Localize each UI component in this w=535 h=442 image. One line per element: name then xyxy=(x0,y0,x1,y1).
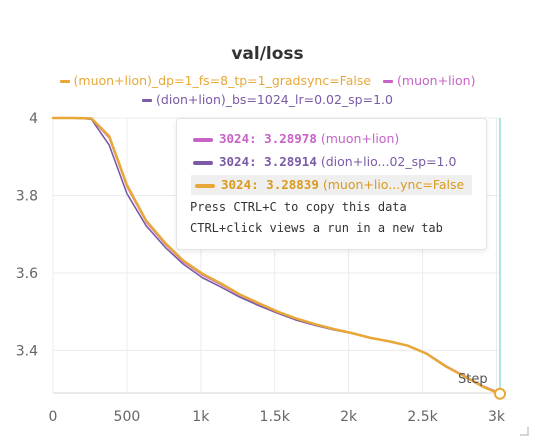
legend-item-muon-lion[interactable]: (muon+lion) xyxy=(383,73,475,88)
y-tick-label: 3.6 xyxy=(16,266,38,282)
resize-handle-icon xyxy=(520,427,528,435)
x-axis-label: Step xyxy=(458,372,488,387)
legend-swatch xyxy=(142,99,152,102)
hover-tooltip: 3024: 3.28978 (muon+lion) 3024: 3.28914 … xyxy=(176,118,487,250)
legend-label: (muon+lion)_dp=1_fs=8_tp=1_gradsync=Fals… xyxy=(74,73,372,88)
tooltip-copy-hint: Press CTRL+C to copy this data xyxy=(190,200,407,214)
tooltip-run-name: (muon+lio...ync=False xyxy=(323,177,464,192)
hover-point-marker xyxy=(495,389,505,399)
legend-item-dion-lion[interactable]: (dion+lion)_bs=1024_lr=0.02_sp=1.0 xyxy=(142,92,393,107)
x-tick-label: 3k xyxy=(488,409,506,425)
tooltip-swatch xyxy=(195,184,215,188)
tooltip-row: 3024: 3.28914 (dion+lio...02_sp=1.0 xyxy=(189,152,456,172)
tooltip-value: 3.28914 xyxy=(264,154,317,169)
tooltip-swatch xyxy=(193,138,213,142)
tooltip-row-highlighted: 3024: 3.28839 (muon+lio...ync=False xyxy=(191,175,472,195)
legend-row-2: (dion+lion)_bs=1024_lr=0.02_sp=1.0 xyxy=(0,92,535,107)
tooltip-value: 3.28839 xyxy=(266,177,319,192)
tooltip-swatch xyxy=(193,161,213,165)
legend-swatch xyxy=(383,80,393,83)
tooltip-step: 3024 xyxy=(221,177,251,192)
tooltip-run-name: (dion+lio...02_sp=1.0 xyxy=(321,154,457,169)
x-tick-label: 0 xyxy=(49,409,58,425)
y-tick-label: 3.8 xyxy=(16,188,38,204)
tooltip-value: 3.28978 xyxy=(264,131,317,146)
x-tick-label: 500 xyxy=(114,409,141,425)
x-tick-label: 2.5k xyxy=(407,409,438,425)
x-tick-label: 1.5k xyxy=(260,409,291,425)
tooltip-step: 3024 xyxy=(219,154,249,169)
y-tick-label: 3.4 xyxy=(16,343,38,359)
chart-title: val/loss xyxy=(0,44,535,64)
x-tick-label: 2k xyxy=(340,409,358,425)
x-tick-label: 1k xyxy=(192,409,210,425)
legend-item-gradsync[interactable]: (muon+lion)_dp=1_fs=8_tp=1_gradsync=Fals… xyxy=(60,73,372,88)
tooltip-step: 3024 xyxy=(219,131,249,146)
tooltip-new-tab-hint: CTRL+click views a run in a new tab xyxy=(190,221,443,235)
y-tick-label: 4 xyxy=(29,111,38,127)
legend-label: (dion+lion)_bs=1024_lr=0.02_sp=1.0 xyxy=(156,92,393,107)
tooltip-run-name: (muon+lion) xyxy=(321,131,399,146)
legend-label: (muon+lion) xyxy=(397,73,475,88)
tooltip-row: 3024: 3.28978 (muon+lion) xyxy=(189,129,399,149)
legend-swatch xyxy=(60,80,70,83)
legend-row-1: (muon+lion)_dp=1_fs=8_tp=1_gradsync=Fals… xyxy=(0,73,535,88)
